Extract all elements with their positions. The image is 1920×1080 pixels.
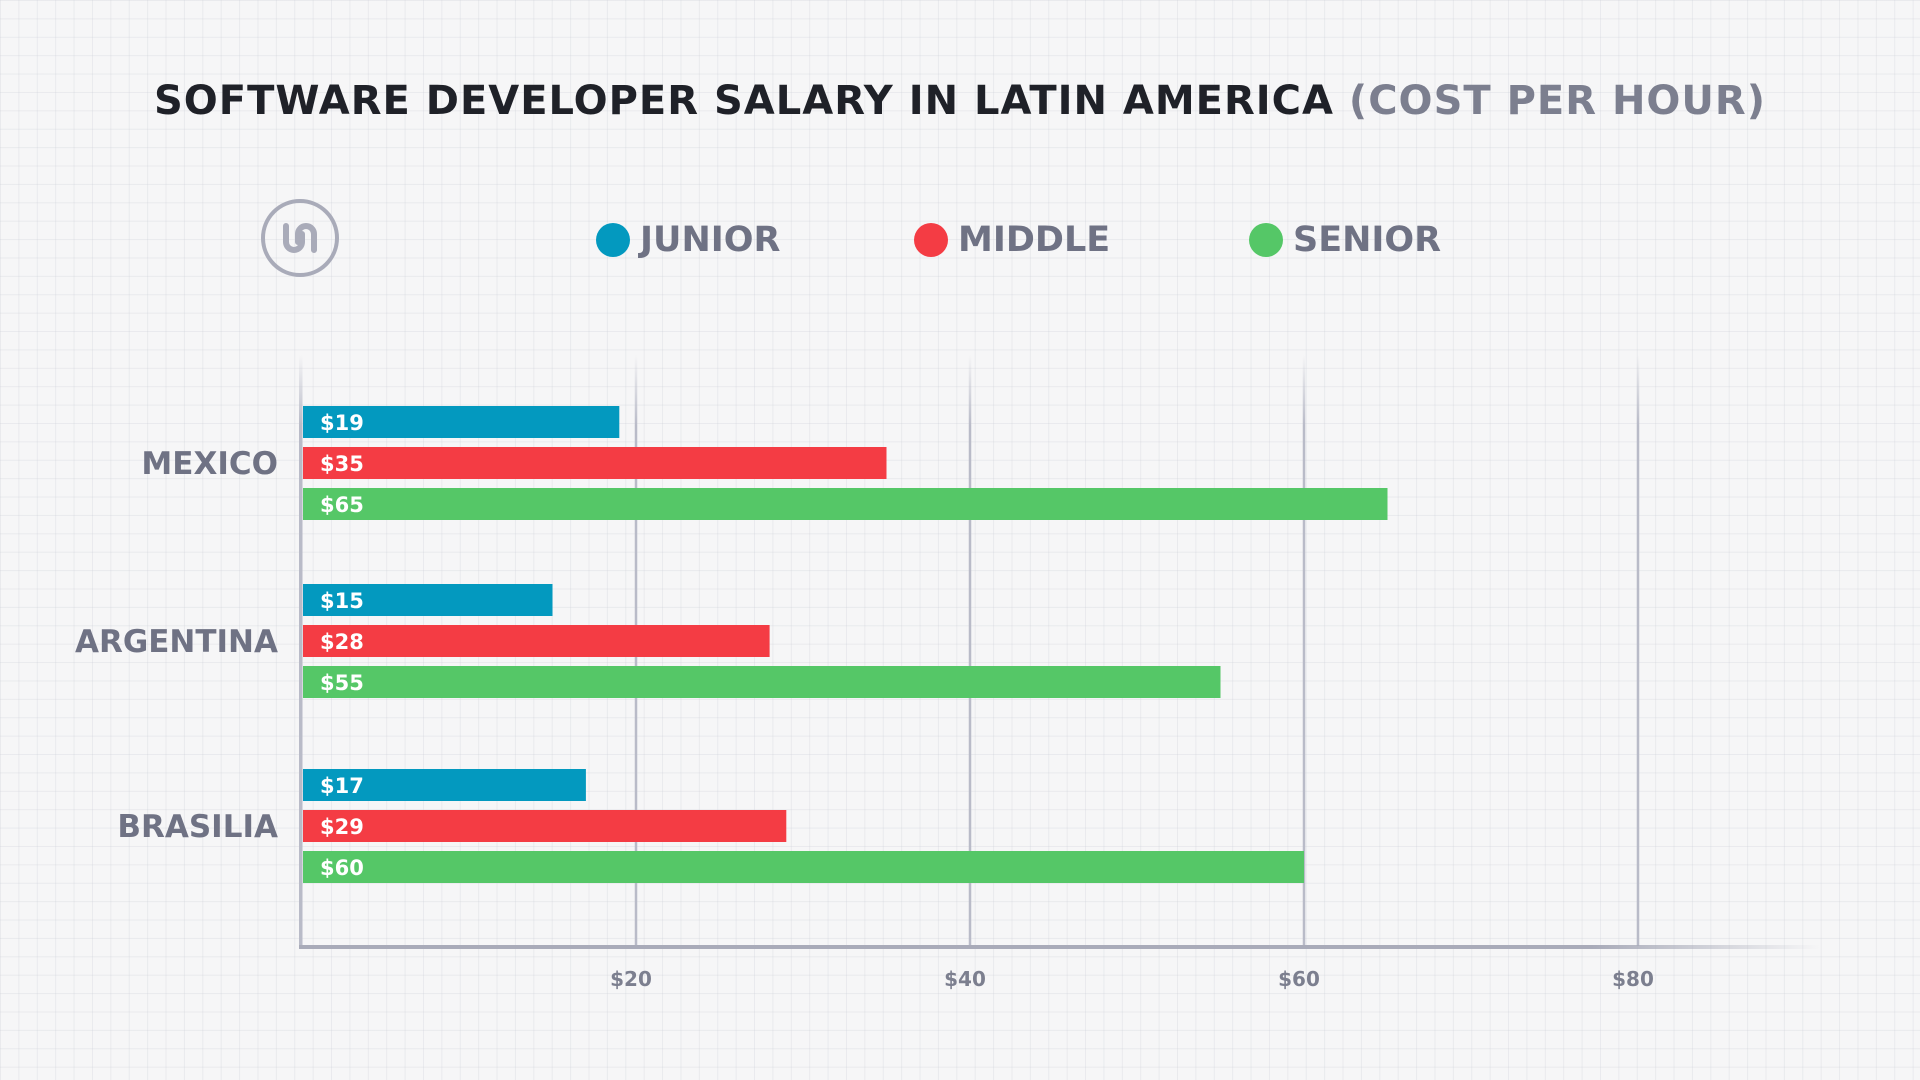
category-label: MEXICO [141,446,278,482]
legend-dot-middle [914,223,948,257]
gridline [968,355,972,946]
y-axis [299,355,303,948]
chart-title: SOFTWARE DEVELOPER SALARY IN LATIN AMERI… [0,78,1920,124]
bar [303,810,787,842]
bar [303,666,1221,698]
legend: JUNIOR MIDDLE SENIOR [0,220,1920,270]
gridline [1636,355,1640,946]
bar-value-label: $15 [320,589,364,613]
bar [303,769,586,801]
u-logo-icon [261,199,339,277]
legend-label-junior: JUNIOR [640,220,781,260]
legend-label-middle: MIDDLE [958,220,1111,260]
x-tick-label: $80 [1612,967,1654,991]
bar-value-label: $29 [320,815,364,839]
bar-value-label: $55 [320,671,364,695]
gridline [1302,355,1306,946]
legend-label-senior: SENIOR [1293,220,1442,260]
bar [303,625,770,657]
legend-item-senior: SENIOR [1249,220,1441,260]
legend-item-middle: MIDDLE [914,220,1110,260]
chart-title-sub: (COST PER HOUR) [1348,78,1766,124]
bar-value-label: $19 [320,411,364,435]
x-tick-label: $20 [610,967,652,991]
x-tick-label: $40 [944,967,986,991]
bar-value-label: $28 [320,630,364,654]
bar [303,406,620,438]
bar [303,851,1304,883]
bar-value-label: $17 [320,774,364,798]
bar-value-label: $65 [320,493,364,517]
chart-title-main: SOFTWARE DEVELOPER SALARY IN LATIN AMERI… [153,78,1334,124]
legend-item-junior: JUNIOR [596,220,780,260]
bar [303,488,1388,520]
bar-value-label: $35 [320,452,364,476]
x-tick-label: $60 [1278,967,1320,991]
category-label: BRASILIA [117,809,278,845]
bar-value-label: $60 [320,856,364,880]
bar [303,447,887,479]
legend-dot-senior [1249,223,1283,257]
legend-dot-junior [596,223,630,257]
category-label: ARGENTINA [75,624,278,660]
bar [303,584,553,616]
x-axis [299,945,1820,949]
